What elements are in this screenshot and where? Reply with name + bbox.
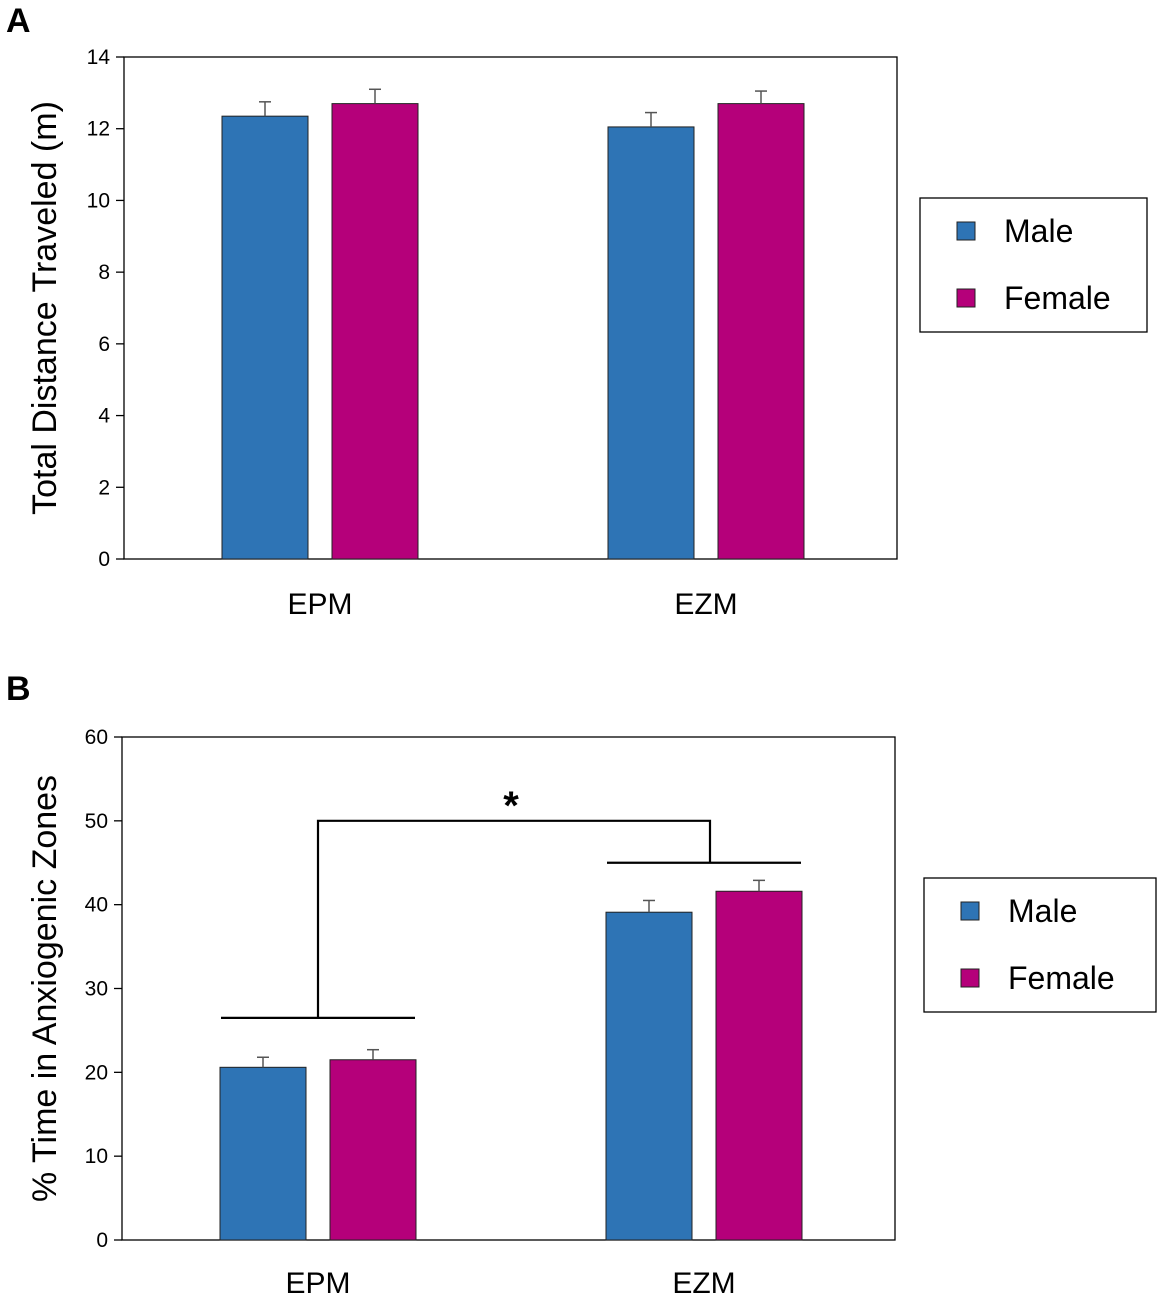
y-axis-label: Total Distance Traveled (m)	[26, 101, 64, 515]
y-tick-label: 40	[85, 894, 108, 917]
bar-female-ezm	[717, 103, 805, 560]
legend-swatch-female	[960, 968, 980, 988]
x-tick-label: EZM	[674, 588, 737, 621]
panel-a: A 0 2 4 6 8 10 12 14 Total Distance Traveled (m) E…	[6, 2, 1148, 621]
y-tick-label: 6	[98, 333, 110, 356]
legend-swatch-male	[956, 221, 976, 241]
y-tick-label: 10	[87, 189, 110, 212]
y-axis-label: % Time in Anxiogenic Zones	[26, 775, 64, 1202]
plot-frame	[123, 56, 898, 560]
legend-label-female: Female	[1004, 280, 1111, 316]
bar-female-epm	[331, 103, 419, 560]
significance-bracket	[316, 819, 712, 1018]
legend-label-male: Male	[1008, 893, 1077, 929]
x-tick-label: EZM	[672, 1267, 735, 1300]
significance-star: *	[503, 784, 519, 828]
y-tick-label: 60	[85, 726, 108, 749]
y-tick-label: 14	[87, 46, 111, 69]
y-tick-label: 0	[98, 548, 110, 571]
x-tick-label: EPM	[287, 588, 352, 621]
bar-male-ezm	[605, 911, 693, 1241]
bar-male-ezm	[607, 126, 695, 560]
panel-b: B 0 10 20 30 40 50 60 % Time in Anxiogenic Zones…	[6, 670, 1157, 1300]
bar-female-epm	[329, 1059, 417, 1241]
panel-label: A	[6, 2, 31, 40]
legend-label-male: Male	[1004, 213, 1073, 249]
y-tick-label: 12	[87, 118, 110, 141]
legend-label-female: Female	[1008, 960, 1115, 996]
bar-male-epm	[221, 115, 309, 560]
bar-female-ezm	[715, 890, 803, 1241]
y-tick-label: 0	[96, 1229, 108, 1252]
y-tick-label: 50	[85, 810, 108, 833]
x-tick-label: EPM	[285, 1267, 350, 1300]
bar-male-epm	[219, 1066, 307, 1241]
legend-swatch-female	[956, 288, 976, 308]
legend-box	[919, 197, 1148, 333]
y-tick-label: 8	[98, 261, 110, 284]
y-tick-label: 30	[85, 978, 108, 1001]
y-tick-label: 4	[98, 405, 110, 428]
panel-label: B	[6, 670, 31, 708]
legend-box	[923, 877, 1157, 1013]
y-tick-label: 2	[98, 476, 110, 499]
legend-swatch-male	[960, 901, 980, 921]
y-tick-label: 20	[85, 1061, 108, 1084]
y-tick-label: 10	[85, 1145, 108, 1168]
